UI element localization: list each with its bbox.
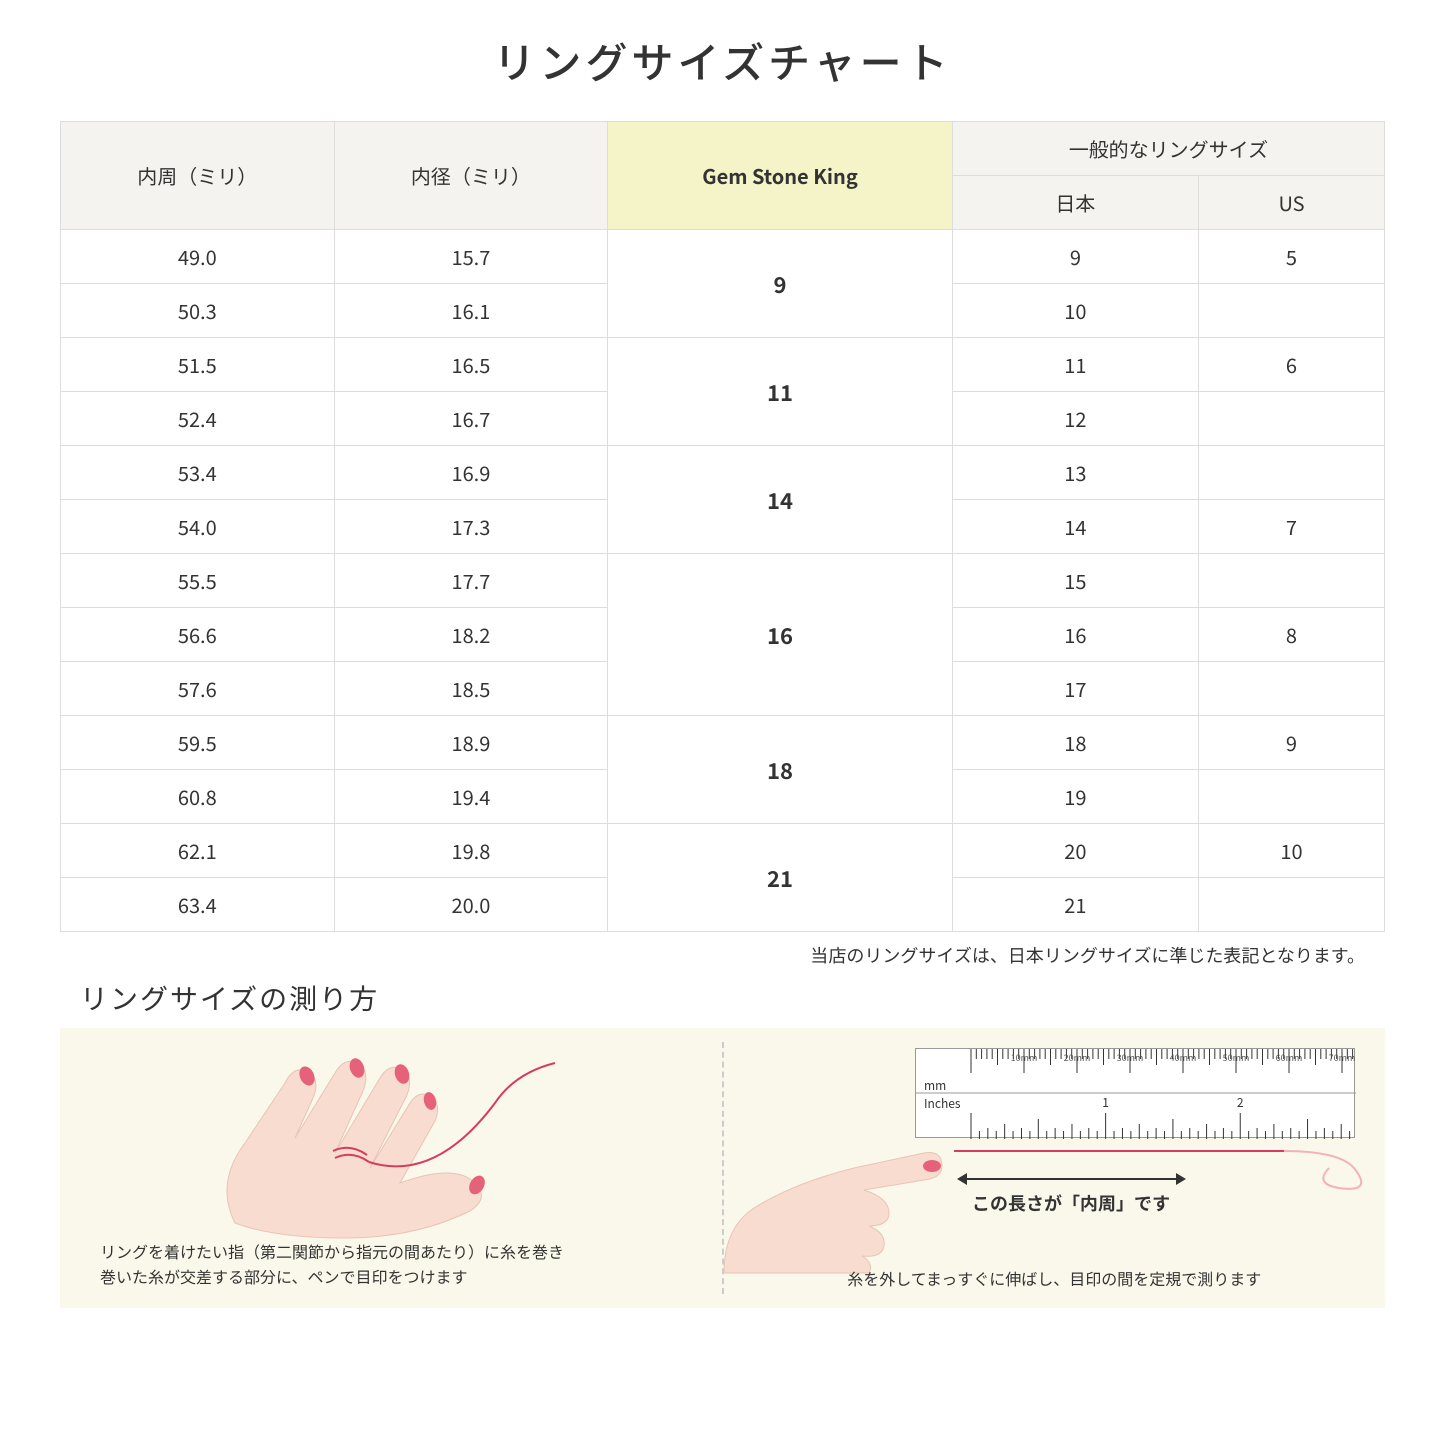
cell-japan: 17 [952,662,1198,716]
cell-us: 8 [1198,608,1384,662]
cell-japan: 9 [952,230,1198,284]
cell-gsk: 11 [608,338,953,446]
svg-text:2: 2 [1237,1094,1244,1111]
cell-circumference: 63.4 [61,878,335,932]
cell-circumference: 56.6 [61,608,335,662]
cell-diameter: 18.5 [334,662,608,716]
cell-japan: 15 [952,554,1198,608]
cell-us [1198,284,1384,338]
cell-diameter: 17.7 [334,554,608,608]
cell-diameter: 17.3 [334,500,608,554]
panel-right: 10mm20mm30mm40mm50mm60mm70mm12 mm Inches… [724,1028,1386,1308]
size-chart-table: 内周（ミリ） 内径（ミリ） Gem Stone King 一般的なリングサイズ … [60,121,1385,932]
col-gsk: Gem Stone King [608,122,953,230]
cell-diameter: 16.1 [334,284,608,338]
cell-circumference: 50.3 [61,284,335,338]
cell-us [1198,446,1384,500]
illustration-panel: リングを着けたい指（第二関節から指元の間あたり）に糸を巻き巻いた糸が交差する部分… [60,1028,1385,1308]
cell-gsk: 16 [608,554,953,716]
cell-us: 9 [1198,716,1384,770]
cell-japan: 18 [952,716,1198,770]
cell-japan: 20 [952,824,1198,878]
col-us: US [1198,176,1384,230]
cell-diameter: 19.8 [334,824,608,878]
panel-left: リングを着けたい指（第二関節から指元の間あたり）に糸を巻き巻いた糸が交差する部分… [60,1028,722,1308]
cell-diameter: 16.5 [334,338,608,392]
cell-us [1198,554,1384,608]
table-row: 55.517.71615 [61,554,1385,608]
table-note: 当店のリングサイズは、日本リングサイズに準じた表記となります。 [60,942,1385,968]
cell-circumference: 52.4 [61,392,335,446]
svg-text:20mm: 20mm [1064,1051,1091,1064]
cell-japan: 11 [952,338,1198,392]
cell-circumference: 54.0 [61,500,335,554]
cell-japan: 14 [952,500,1198,554]
cell-us: 5 [1198,230,1384,284]
cell-circumference: 57.6 [61,662,335,716]
cell-diameter: 19.4 [334,770,608,824]
cell-diameter: 15.7 [334,230,608,284]
cell-circumference: 55.5 [61,554,335,608]
cell-japan: 19 [952,770,1198,824]
measurement-arrow [959,1178,1184,1180]
cell-us: 6 [1198,338,1384,392]
svg-text:40mm: 40mm [1170,1051,1197,1064]
cell-gsk: 21 [608,824,953,932]
cell-us [1198,770,1384,824]
cell-gsk: 14 [608,446,953,554]
col-diameter: 内径（ミリ） [334,122,608,230]
hand-wrap-illustration [155,1043,575,1243]
arrow-label: この長さが「内周」です [959,1190,1184,1216]
col-circumference: 内周（ミリ） [61,122,335,230]
table-row: 49.015.7995 [61,230,1385,284]
col-japan: 日本 [952,176,1198,230]
cell-circumference: 53.4 [61,446,335,500]
cell-us [1198,878,1384,932]
page-title: リングサイズチャート [60,30,1385,91]
cell-japan: 12 [952,392,1198,446]
svg-text:1: 1 [1102,1094,1109,1111]
cell-circumference: 62.1 [61,824,335,878]
cell-us [1198,392,1384,446]
cell-japan: 21 [952,878,1198,932]
cell-circumference: 49.0 [61,230,335,284]
right-caption: 糸を外してまっすぐに伸ばし、目印の間を定規で測ります [764,1266,1346,1290]
cell-diameter: 16.9 [334,446,608,500]
cell-circumference: 59.5 [61,716,335,770]
cell-diameter: 20.0 [334,878,608,932]
svg-text:60mm: 60mm [1276,1051,1303,1064]
cell-circumference: 51.5 [61,338,335,392]
measure-subtitle: リングサイズの測り方 [80,978,1385,1018]
red-thread [954,1150,1284,1152]
hand-point-illustration [714,1098,944,1278]
cell-us: 10 [1198,824,1384,878]
ruler-illustration: 10mm20mm30mm40mm50mm60mm70mm12 mm Inches [915,1048,1355,1138]
cell-gsk: 9 [608,230,953,338]
table-row: 53.416.91413 [61,446,1385,500]
cell-circumference: 60.8 [61,770,335,824]
cell-diameter: 18.2 [334,608,608,662]
thread-curl [1279,1138,1389,1198]
svg-text:70mm: 70mm [1329,1051,1356,1064]
left-caption: リングを着けたい指（第二関節から指元の間あたり）に糸を巻き巻いた糸が交差する部分… [100,1239,682,1290]
col-general: 一般的なリングサイズ [952,122,1384,176]
table-row: 59.518.918189 [61,716,1385,770]
svg-text:50mm: 50mm [1223,1051,1250,1064]
cell-japan: 13 [952,446,1198,500]
svg-text:30mm: 30mm [1117,1051,1144,1064]
cell-japan: 16 [952,608,1198,662]
ruler-mm-label: mm [924,1077,946,1094]
svg-text:10mm: 10mm [1011,1051,1038,1064]
table-row: 51.516.511116 [61,338,1385,392]
table-row: 62.119.8212010 [61,824,1385,878]
cell-us [1198,662,1384,716]
cell-diameter: 18.9 [334,716,608,770]
cell-japan: 10 [952,284,1198,338]
cell-diameter: 16.7 [334,392,608,446]
cell-gsk: 18 [608,716,953,824]
cell-us: 7 [1198,500,1384,554]
